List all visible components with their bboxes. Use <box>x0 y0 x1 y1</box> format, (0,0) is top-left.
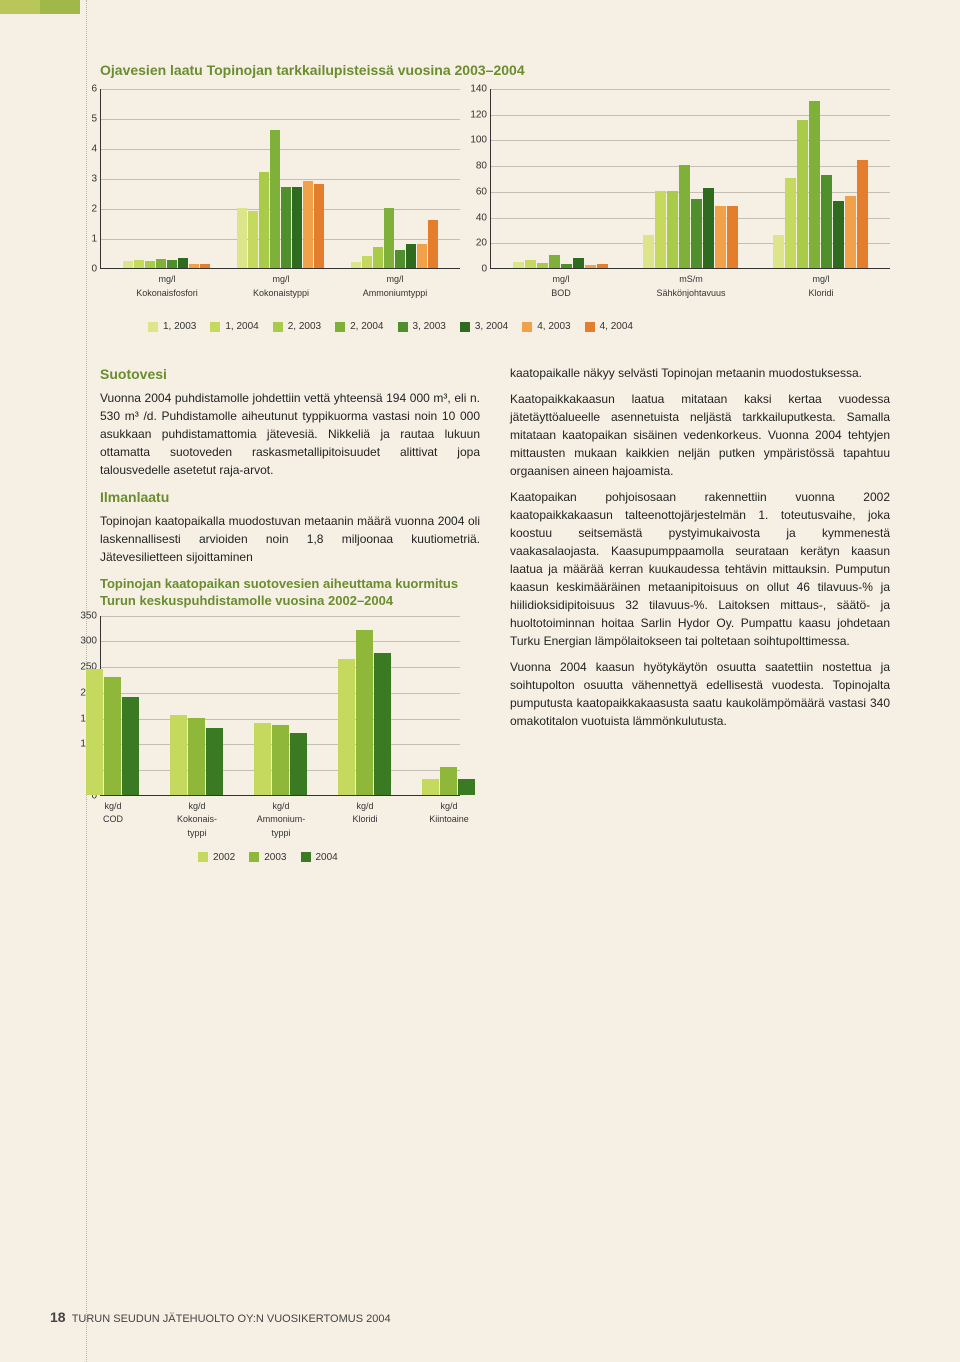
chart3-legend: 2002 2003 2004 <box>100 850 480 865</box>
right-col: kaatopaikalle näkyy selvästi Topinojan m… <box>510 364 890 865</box>
top-charts-row: 0123456mg/lKokonaisfosforimg/lKokonaisty… <box>50 89 910 309</box>
chart1: 0123456mg/lKokonaisfosforimg/lKokonaisty… <box>100 89 460 309</box>
suotovesi-heading: Suotovesi <box>100 364 480 385</box>
chart2: 020406080100120140mg/lBODmS/mSähkönjohta… <box>490 89 890 309</box>
legend-item: 1, 2003 <box>148 319 196 334</box>
right-p2: Kaatopaikkakaasun laatua mitataan kaksi … <box>510 390 890 480</box>
legend-item: 2003 <box>249 850 286 865</box>
right-p1: kaatopaikalle näkyy selvästi Topinojan m… <box>510 364 890 382</box>
legend-item: 2002 <box>198 850 235 865</box>
left-col: Suotovesi Vuonna 2004 puhdistamolle johd… <box>100 364 480 865</box>
suotovesi-text: Vuonna 2004 puhdistamolle johdettiin vet… <box>100 389 480 479</box>
top-legend: 1, 2003 1, 2004 2, 2003 2, 2004 3, 2003 3, 20… <box>50 319 910 334</box>
chart3: 050100150200250300350kg/dCODkg/dKokonais… <box>100 616 460 836</box>
footer: 18 TURUN SEUDUN JÄTEHUOLTO OY:N VUOSIKER… <box>50 1307 391 1328</box>
legend-item: 4, 2004 <box>585 319 633 334</box>
page-number: 18 <box>50 1309 66 1325</box>
body-columns: Suotovesi Vuonna 2004 puhdistamolle johd… <box>50 364 910 865</box>
legend-item: 2, 2004 <box>335 319 383 334</box>
right-p4: Vuonna 2004 kaasun hyötykäytön osuutta s… <box>510 658 890 730</box>
legend-item: 2004 <box>301 850 338 865</box>
chart3-title: Topinojan kaatopaikan suotovesien aiheut… <box>100 576 480 610</box>
legend-item: 2, 2003 <box>273 319 321 334</box>
legend-item: 3, 2004 <box>460 319 508 334</box>
ilmanlaatu-text: Topinojan kaatopaikalla muodostuvan meta… <box>100 512 480 566</box>
top-stripe <box>0 0 960 14</box>
legend-item: 1, 2004 <box>210 319 258 334</box>
chart1-title: Ojavesien laatu Topinojan tarkkailupiste… <box>50 60 910 81</box>
legend-item: 4, 2003 <box>522 319 570 334</box>
ilmanlaatu-heading: Ilmanlaatu <box>100 487 480 508</box>
legend-item: 3, 2003 <box>398 319 446 334</box>
right-p3: Kaatopaikan pohjoisosaan rakennettiin vu… <box>510 488 890 650</box>
footer-text: TURUN SEUDUN JÄTEHUOLTO OY:N VUOSIKERTOM… <box>72 1313 391 1325</box>
